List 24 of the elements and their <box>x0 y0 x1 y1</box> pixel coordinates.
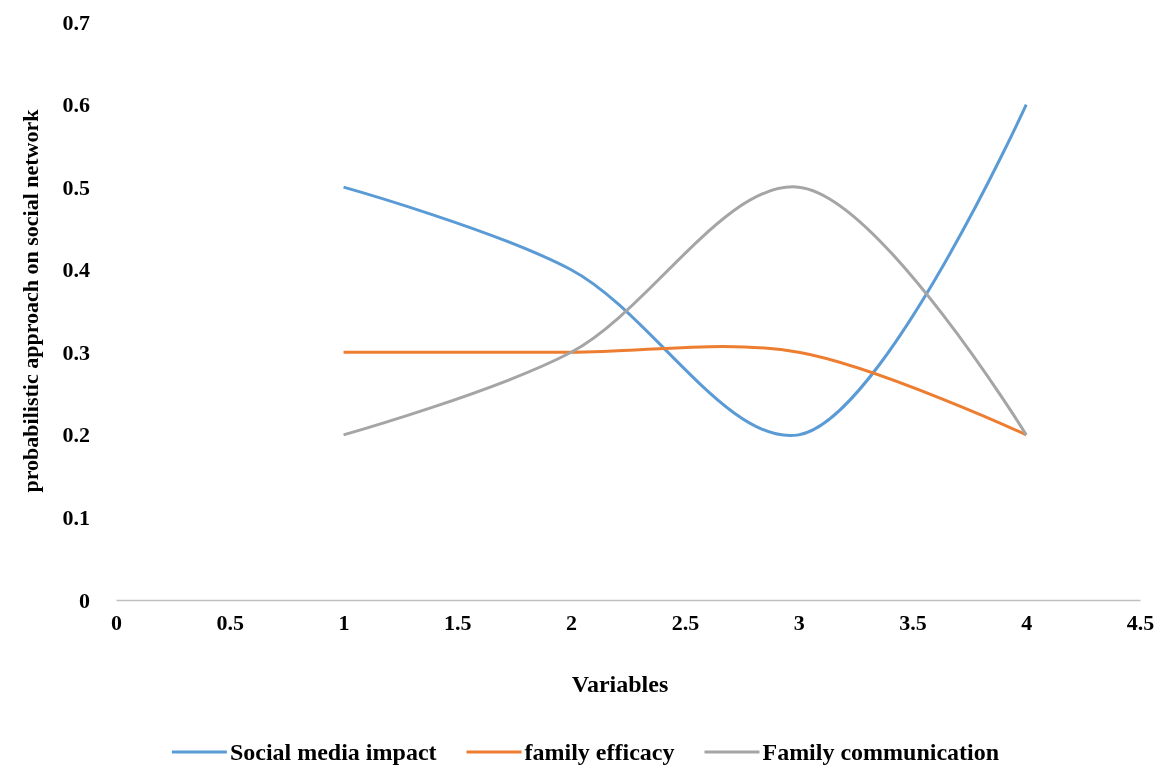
y-tick-label: 0.2 <box>62 422 90 448</box>
y-tick-label: 0.6 <box>62 92 90 118</box>
legend-label: Family communication <box>762 739 1000 765</box>
x-tick-label: 3.5 <box>899 609 927 635</box>
x-tick-label: 1 <box>338 609 350 635</box>
x-tick-label: 0 <box>111 609 122 635</box>
y-tick-label: 0.7 <box>62 9 90 35</box>
x-tick-label: 3 <box>793 609 805 635</box>
legend-label: family efficacy <box>524 739 675 765</box>
x-tick-label: 2 <box>566 609 578 635</box>
y-tick-label: 0.3 <box>62 339 90 365</box>
y-tick-label: 0 <box>79 587 90 613</box>
x-tick-label: 0.5 <box>216 609 245 635</box>
line-series <box>342 103 1028 437</box>
x-tick-label: 4.5 <box>1126 609 1155 635</box>
y-tick-label: 0.1 <box>62 504 90 530</box>
x-tick-label: 1.5 <box>444 609 472 635</box>
y-tick-label: 0.5 <box>62 174 90 200</box>
y-tick-label: 0.4 <box>62 257 90 283</box>
legend-label: Social media impact <box>229 739 437 765</box>
y-axis-title: probabilistic approach on social network <box>18 108 43 493</box>
x-axis-title: Variables <box>571 671 669 697</box>
x-tick-label: 4 <box>1021 609 1033 635</box>
x-tick-label: 2.5 <box>671 609 700 635</box>
